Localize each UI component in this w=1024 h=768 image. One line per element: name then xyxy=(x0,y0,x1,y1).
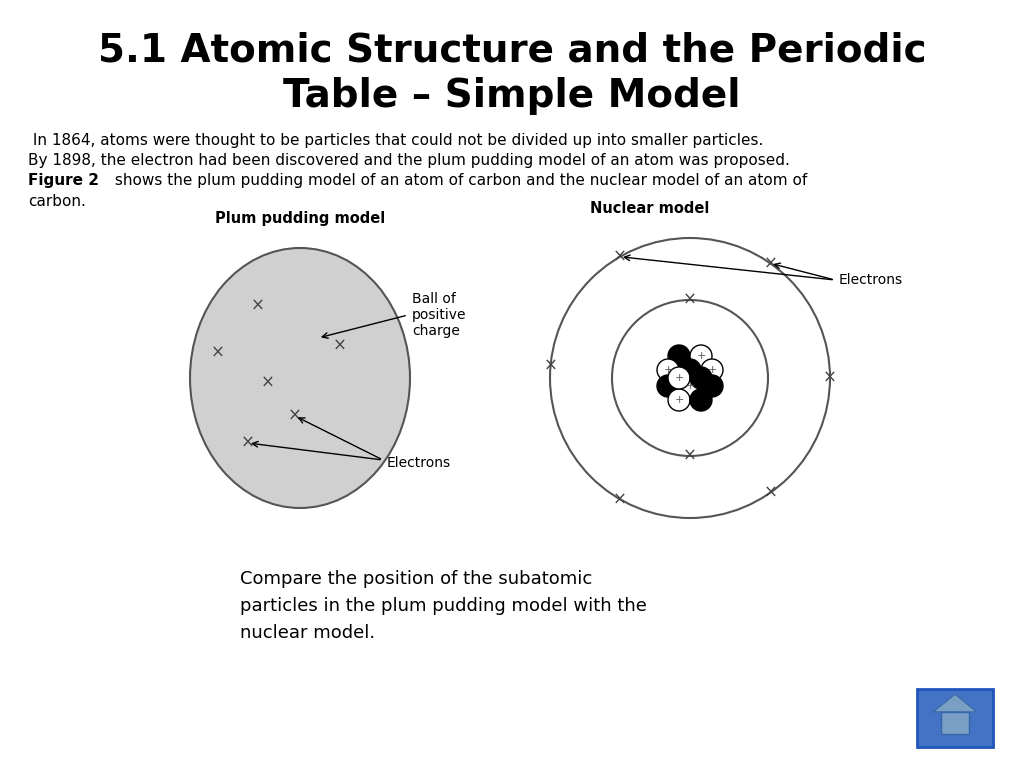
Circle shape xyxy=(668,367,690,389)
Text: Compare the position of the subatomic
particles in the plum pudding model with t: Compare the position of the subatomic pa… xyxy=(240,570,647,642)
Text: 5.1 Atomic Structure and the Periodic: 5.1 Atomic Structure and the Periodic xyxy=(97,31,927,69)
Text: ×: × xyxy=(241,434,255,452)
Text: ×: × xyxy=(251,297,265,315)
FancyBboxPatch shape xyxy=(941,712,969,734)
Circle shape xyxy=(701,359,723,381)
Circle shape xyxy=(612,300,768,456)
Text: Figure 2: Figure 2 xyxy=(28,174,99,188)
Circle shape xyxy=(679,359,701,381)
Circle shape xyxy=(657,375,679,397)
Circle shape xyxy=(657,359,679,381)
Text: ×: × xyxy=(823,369,837,387)
Circle shape xyxy=(690,345,712,367)
Text: ×: × xyxy=(211,344,225,362)
Circle shape xyxy=(679,375,701,397)
Text: Electrons: Electrons xyxy=(387,456,452,470)
Text: ×: × xyxy=(683,447,697,465)
Circle shape xyxy=(690,389,712,411)
Polygon shape xyxy=(933,694,977,712)
Circle shape xyxy=(668,389,690,411)
Text: Nuclear model: Nuclear model xyxy=(590,201,710,216)
Text: Plum pudding model: Plum pudding model xyxy=(215,211,385,226)
Text: +: + xyxy=(675,373,684,383)
Text: +: + xyxy=(675,395,684,405)
Circle shape xyxy=(550,238,830,518)
Text: ×: × xyxy=(683,291,697,309)
Text: ×: × xyxy=(544,357,557,375)
Text: Ball of
positive
charge: Ball of positive charge xyxy=(412,292,467,338)
Text: +: + xyxy=(696,351,706,361)
Circle shape xyxy=(701,375,723,397)
Text: ×: × xyxy=(288,407,302,425)
FancyBboxPatch shape xyxy=(918,689,993,747)
Text: carbon.: carbon. xyxy=(28,194,86,208)
Text: ×: × xyxy=(763,484,777,502)
Text: ×: × xyxy=(613,490,627,508)
Text: ×: × xyxy=(763,254,777,273)
Circle shape xyxy=(668,345,690,367)
Text: In 1864, atoms were thought to be particles that could not be divided up into sm: In 1864, atoms were thought to be partic… xyxy=(28,134,763,148)
Text: +: + xyxy=(708,365,717,375)
Text: +: + xyxy=(685,381,694,391)
Text: +: + xyxy=(664,365,673,375)
Text: Electrons: Electrons xyxy=(839,273,903,287)
Text: shows the plum pudding model of an atom of carbon and the nuclear model of an at: shows the plum pudding model of an atom … xyxy=(110,174,807,188)
Text: By 1898, the electron had been discovered and the plum pudding model of an atom : By 1898, the electron had been discovere… xyxy=(28,154,790,168)
Ellipse shape xyxy=(190,248,410,508)
Text: Table – Simple Model: Table – Simple Model xyxy=(284,77,740,115)
Text: ×: × xyxy=(613,248,627,266)
Text: ×: × xyxy=(261,374,274,392)
Text: ×: × xyxy=(333,337,347,355)
Circle shape xyxy=(690,367,712,389)
